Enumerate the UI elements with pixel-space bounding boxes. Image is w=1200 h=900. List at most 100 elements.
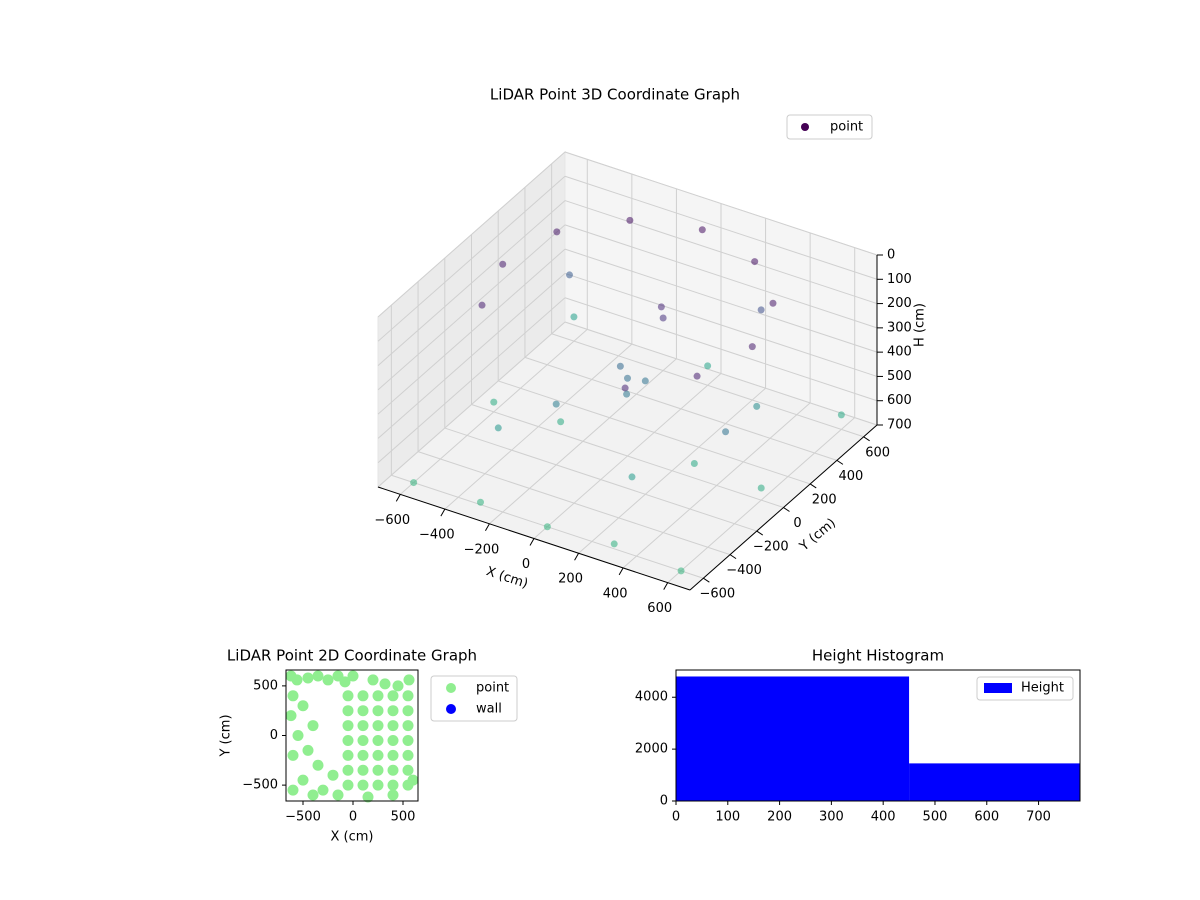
tick-mark [484, 523, 490, 532]
point [285, 710, 297, 722]
point [402, 764, 414, 776]
point [753, 402, 761, 410]
x-tick-label: 0 [672, 810, 680, 825]
x-axis-label: X (cm) [331, 830, 374, 845]
grid-line [564, 297, 878, 402]
point [623, 390, 631, 398]
point [342, 779, 354, 791]
grid-line [444, 427, 757, 532]
point [372, 764, 384, 776]
point [570, 313, 578, 321]
z-tick-label: 700 [887, 418, 912, 433]
tick-mark [663, 582, 669, 590]
point [302, 744, 314, 756]
point [837, 411, 845, 419]
point [357, 734, 369, 746]
y-tick-label: −400 [726, 563, 762, 578]
x-tick-label: 100 [715, 810, 740, 825]
axes-frame [675, 669, 1081, 802]
legend-marker [446, 704, 456, 714]
point [566, 271, 573, 279]
point [402, 705, 414, 717]
point [317, 784, 329, 796]
point [287, 690, 299, 702]
x-tick-label: 200 [767, 810, 792, 825]
point [287, 784, 299, 796]
point [372, 690, 384, 702]
x-tick-label: 0 [349, 810, 357, 825]
legend-marker [446, 683, 456, 693]
legend-label: point [476, 681, 509, 696]
z-tick-label: 100 [887, 272, 912, 287]
y-tick-label: −200 [753, 540, 789, 555]
point [332, 789, 344, 801]
point [342, 690, 354, 702]
bar [909, 763, 1080, 801]
grid-line [564, 224, 878, 329]
grid-line [564, 248, 878, 353]
x-tick-label: 700 [1026, 810, 1051, 825]
point [757, 484, 765, 492]
grid-line [564, 272, 878, 377]
bar [676, 676, 910, 801]
tick-mark [395, 494, 401, 502]
point [312, 670, 324, 682]
legend-label: Height [1021, 681, 1064, 696]
point [287, 749, 299, 761]
legend-box [976, 676, 1074, 701]
point [372, 705, 384, 717]
chart-title: LiDAR Point 3D Coordinate Graph [490, 86, 740, 104]
tick-mark [618, 567, 624, 576]
point [307, 720, 319, 732]
grid-line [377, 321, 566, 488]
tick-mark [729, 554, 737, 560]
grid-line [377, 200, 566, 366]
x-tick-label: −500 [285, 810, 321, 825]
point [477, 498, 484, 506]
point [410, 479, 418, 487]
point [557, 418, 565, 426]
z-tick-label: 0 [887, 248, 895, 263]
point [552, 400, 560, 408]
grid-line [377, 224, 566, 391]
point [297, 700, 309, 712]
point [626, 216, 634, 224]
point [362, 791, 374, 803]
point [757, 306, 765, 314]
point [307, 789, 319, 801]
point [677, 567, 685, 575]
point [624, 374, 631, 382]
grid-line [471, 404, 784, 508]
tick-mark [863, 436, 870, 442]
point [402, 690, 414, 702]
point [297, 774, 309, 786]
point [478, 301, 486, 309]
y-tick-label: 0 [270, 728, 278, 743]
tick-mark [703, 577, 710, 583]
point [616, 362, 624, 370]
point [357, 749, 369, 761]
y-tick-label: −600 [699, 587, 735, 602]
tick-mark [529, 538, 535, 546]
grid-line [524, 356, 838, 461]
point [722, 428, 730, 436]
x-tick-label: 600 [647, 601, 672, 616]
point [610, 540, 618, 548]
point [402, 749, 414, 761]
point [402, 734, 414, 746]
point [342, 734, 354, 746]
y-tick-label: 200 [812, 492, 837, 507]
chart-title: Height Histogram [812, 647, 944, 665]
point [690, 460, 698, 467]
point [342, 705, 354, 717]
x-tick-label: 400 [603, 586, 628, 601]
point [372, 779, 384, 791]
x-tick-label: 600 [974, 810, 999, 825]
x-tick-label: 400 [871, 810, 896, 825]
grid-line [564, 175, 878, 280]
grid-line [377, 175, 566, 342]
point [322, 674, 334, 686]
axis-line [689, 424, 878, 591]
x-tick-label: −200 [464, 542, 500, 557]
x-tick-label: −400 [419, 528, 455, 543]
